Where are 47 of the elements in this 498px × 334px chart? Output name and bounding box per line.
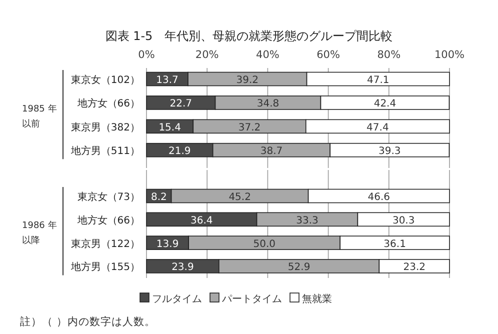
data-label: 21.9: [168, 146, 191, 158]
x-tick-label: 80%: [377, 49, 401, 61]
chart-title: 図表 1-5 年代別、母親の就業形態のグループ間比較: [105, 29, 393, 43]
data-label: 33.3: [296, 215, 318, 226]
legend-label: フルタイム: [152, 294, 202, 305]
text: 以前: [22, 118, 40, 130]
data-label: 39.3: [378, 146, 401, 158]
y-tick-label: 東京男（382）: [70, 121, 140, 134]
data-label: 34.8: [256, 98, 280, 110]
data-label: 15.4: [158, 122, 181, 134]
text: 1986 年: [22, 220, 57, 232]
y-tick-label: 地方女（66）: [76, 98, 140, 110]
data-label: 37.2: [238, 122, 261, 134]
legend-label: 無就業: [302, 293, 332, 305]
x-tick-label: 20%: [195, 49, 219, 61]
data-label: 23.9: [172, 262, 194, 274]
text: 以降: [22, 235, 40, 246]
y-tick-label: 地方男（155）: [70, 261, 140, 274]
data-label: 46.6: [368, 192, 390, 203]
data-label: 8.2: [150, 192, 167, 203]
data-label: 23.2: [403, 262, 426, 274]
y-tick-label: 東京男（122）: [70, 238, 140, 250]
data-label: 22.7: [170, 98, 192, 110]
data-label: 13.9: [156, 238, 179, 250]
data-label: 39.2: [236, 75, 259, 86]
data-label: 42.4: [374, 98, 396, 110]
text: 1985 年: [22, 104, 57, 115]
x-tick-label: 100%: [434, 49, 465, 61]
y-tick-label: 地方女（66）: [76, 214, 140, 226]
y-tick-label: 東京女（73）: [77, 191, 140, 203]
data-label: 52.9: [288, 262, 310, 274]
data-label: 13.7: [156, 75, 178, 86]
data-label: 30.3: [392, 215, 415, 226]
x-tick-label: 0%: [138, 49, 155, 61]
data-label: 50.0: [253, 238, 276, 250]
data-label: 38.7: [260, 146, 283, 158]
text: 註）（ ）内の数字は人数。: [20, 315, 156, 328]
data-label: 47.1: [367, 75, 390, 86]
y-tick-label: 東京女（102）: [70, 74, 140, 86]
data-label: 45.2: [228, 192, 251, 203]
data-label: 36.4: [190, 215, 213, 226]
x-tick-label: 60%: [316, 49, 340, 61]
data-label: 36.1: [384, 238, 406, 250]
y-tick-label: 地方男（511）: [70, 145, 140, 158]
legend-label: パートタイム: [221, 294, 282, 305]
x-tick-label: 40%: [256, 49, 280, 61]
data-label: 47.4: [366, 122, 389, 134]
